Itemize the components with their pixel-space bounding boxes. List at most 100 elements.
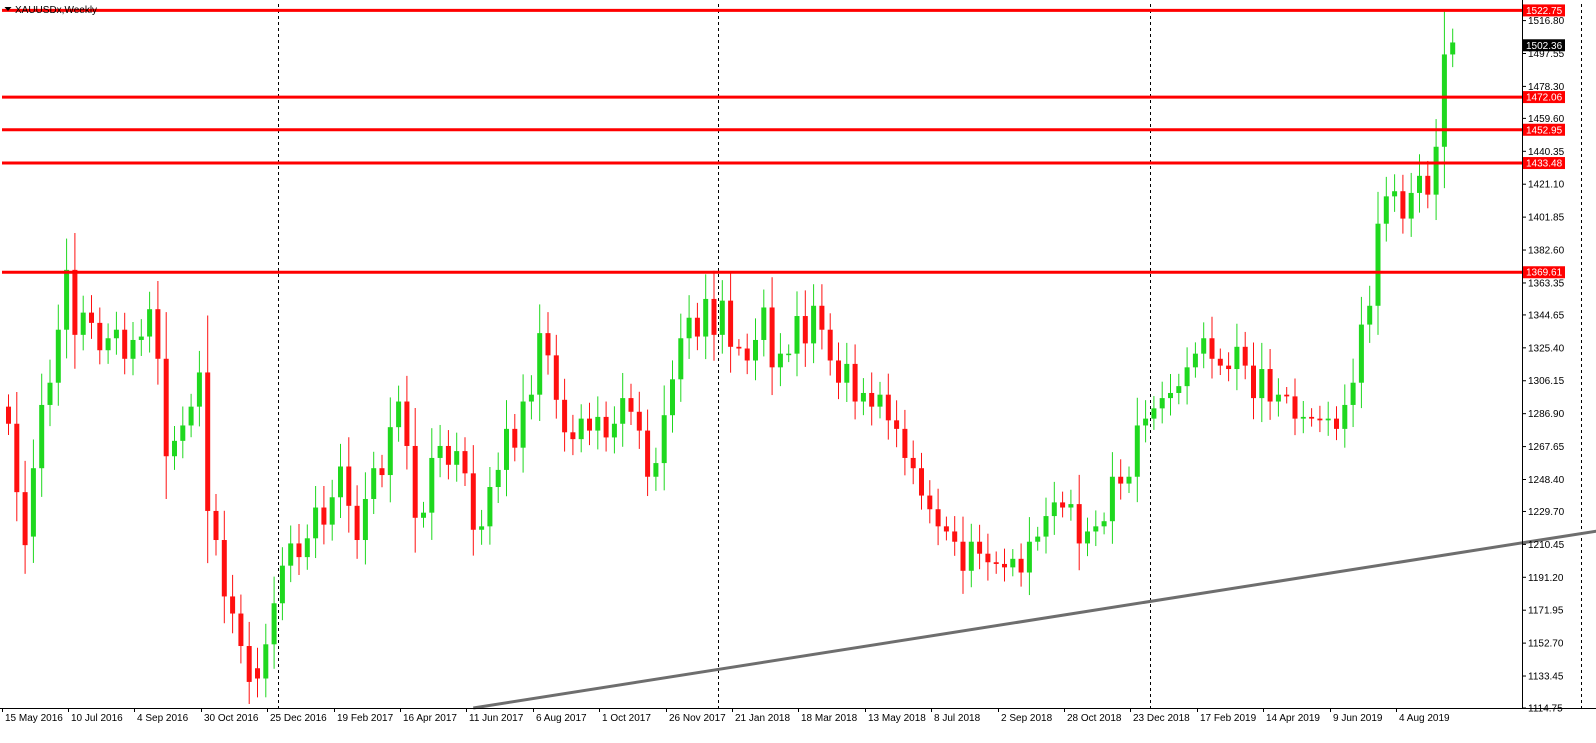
bear-candle — [628, 398, 634, 412]
bull-candle — [968, 541, 974, 571]
bull-candle — [105, 338, 111, 351]
bull-candle — [1201, 338, 1207, 354]
bull-candle — [313, 507, 319, 539]
bear-candle — [221, 540, 227, 597]
bear-candle — [1284, 394, 1290, 397]
bull-candle — [528, 394, 534, 402]
bull-candle — [786, 353, 792, 356]
bull-candle — [39, 404, 45, 469]
bear-candle — [802, 316, 808, 344]
bull-candle — [661, 415, 667, 464]
price-tick-label: 1516.80 — [1528, 16, 1565, 27]
level-price-label: 1522.75 — [1526, 6, 1563, 17]
bear-candle — [769, 307, 775, 368]
bear-candle — [1060, 502, 1066, 508]
bull-candle — [172, 440, 177, 457]
bull-candle — [719, 300, 725, 335]
symbol-title: XAUUSDx,Weekly — [15, 5, 97, 16]
chart-title[interactable]: XAUUSDx,Weekly — [4, 5, 98, 16]
candles-group — [6, 9, 1456, 705]
bull-candle — [288, 543, 294, 566]
bear-candle — [1226, 365, 1232, 370]
bull-candle — [1441, 54, 1447, 147]
bull-candle — [620, 398, 626, 424]
bear-candle — [1334, 418, 1339, 429]
bear-candle — [22, 492, 28, 546]
bear-candle — [1118, 476, 1124, 484]
bear-candle — [1002, 563, 1007, 568]
bear-candle — [1242, 346, 1248, 366]
bull-candle — [429, 457, 435, 513]
bear-candle — [869, 392, 875, 407]
price-tick-label: 1171.95 — [1528, 606, 1564, 617]
bear-candle — [205, 372, 211, 511]
bear-candle — [736, 346, 742, 349]
price-tick-label: 1114.75 — [1528, 704, 1563, 715]
level-price-tag — [1523, 157, 1565, 170]
chevron-down-icon[interactable] — [4, 7, 12, 11]
bear-candle — [97, 322, 103, 351]
time-tick-label: 25 Dec 2016 — [270, 713, 327, 724]
bear-candle — [977, 541, 983, 554]
bear-candle — [404, 401, 410, 446]
bull-candle — [147, 309, 153, 337]
bear-candle — [711, 298, 717, 335]
price-tick-label: 1286.90 — [1528, 409, 1565, 420]
bull-candle — [1192, 353, 1198, 368]
bull-candle — [1325, 418, 1331, 421]
bull-candle — [611, 423, 617, 438]
bear-candle — [993, 562, 999, 564]
price-tick-label: 1248.40 — [1528, 475, 1565, 486]
support-trendline[interactable] — [473, 526, 1596, 710]
bear-candle — [919, 468, 924, 496]
bull-candle — [271, 603, 277, 645]
bull-candle — [595, 416, 601, 431]
bear-candle — [645, 430, 651, 477]
bear-candle — [89, 312, 94, 323]
bull-candle — [1043, 516, 1049, 537]
bear-candle — [819, 305, 825, 330]
bull-candle — [1342, 404, 1348, 429]
time-axis: 15 May 2016 10 Jul 2016 4 Sep 2016 30 Oct 2… — [2, 708, 1450, 724]
time-tick-label: 14 Apr 2019 — [1266, 713, 1320, 724]
bear-candle — [910, 457, 916, 469]
bear-candle — [1309, 416, 1315, 419]
bear-candle — [927, 495, 933, 510]
bull-candle — [80, 312, 86, 335]
bear-candle — [1400, 191, 1406, 219]
bull-candle — [1051, 502, 1057, 517]
bear-candle — [1292, 396, 1298, 419]
bear-candle — [1076, 504, 1082, 544]
price-tick-label: 1363.35 — [1528, 278, 1565, 289]
time-tick-label: 4 Sep 2016 — [137, 713, 189, 724]
bull-candle — [860, 392, 866, 402]
level-price-label: 1472.06 — [1526, 93, 1563, 104]
bull-candle — [504, 428, 509, 470]
bull-candle — [338, 466, 343, 498]
bull-candle — [1367, 305, 1373, 325]
level-price-label: 1433.48 — [1526, 159, 1563, 170]
level-price-tag — [1523, 123, 1565, 136]
bear-candle — [163, 358, 169, 457]
bull-candle — [30, 468, 36, 537]
bear-candle — [213, 510, 219, 541]
time-tick-label: 4 Aug 2019 — [1399, 713, 1450, 724]
bull-candle — [279, 565, 285, 604]
bull-candle — [1026, 541, 1032, 573]
bear-candle — [943, 526, 949, 532]
bull-candle — [653, 463, 659, 477]
price-tick-label: 1459.60 — [1528, 114, 1565, 125]
bear-candle — [1267, 369, 1273, 402]
bear-candle — [246, 646, 252, 682]
bear-candle — [1251, 365, 1256, 399]
bear-candle — [238, 613, 244, 647]
bull-candle — [1134, 425, 1140, 477]
bull-candle — [188, 406, 194, 426]
bull-candle — [1259, 369, 1265, 399]
bull-candle — [1408, 192, 1414, 219]
time-tick-label: 19 Feb 2017 — [337, 713, 394, 724]
bear-candle — [462, 451, 468, 474]
bear-candle — [985, 553, 991, 563]
bull-candle — [487, 487, 493, 527]
